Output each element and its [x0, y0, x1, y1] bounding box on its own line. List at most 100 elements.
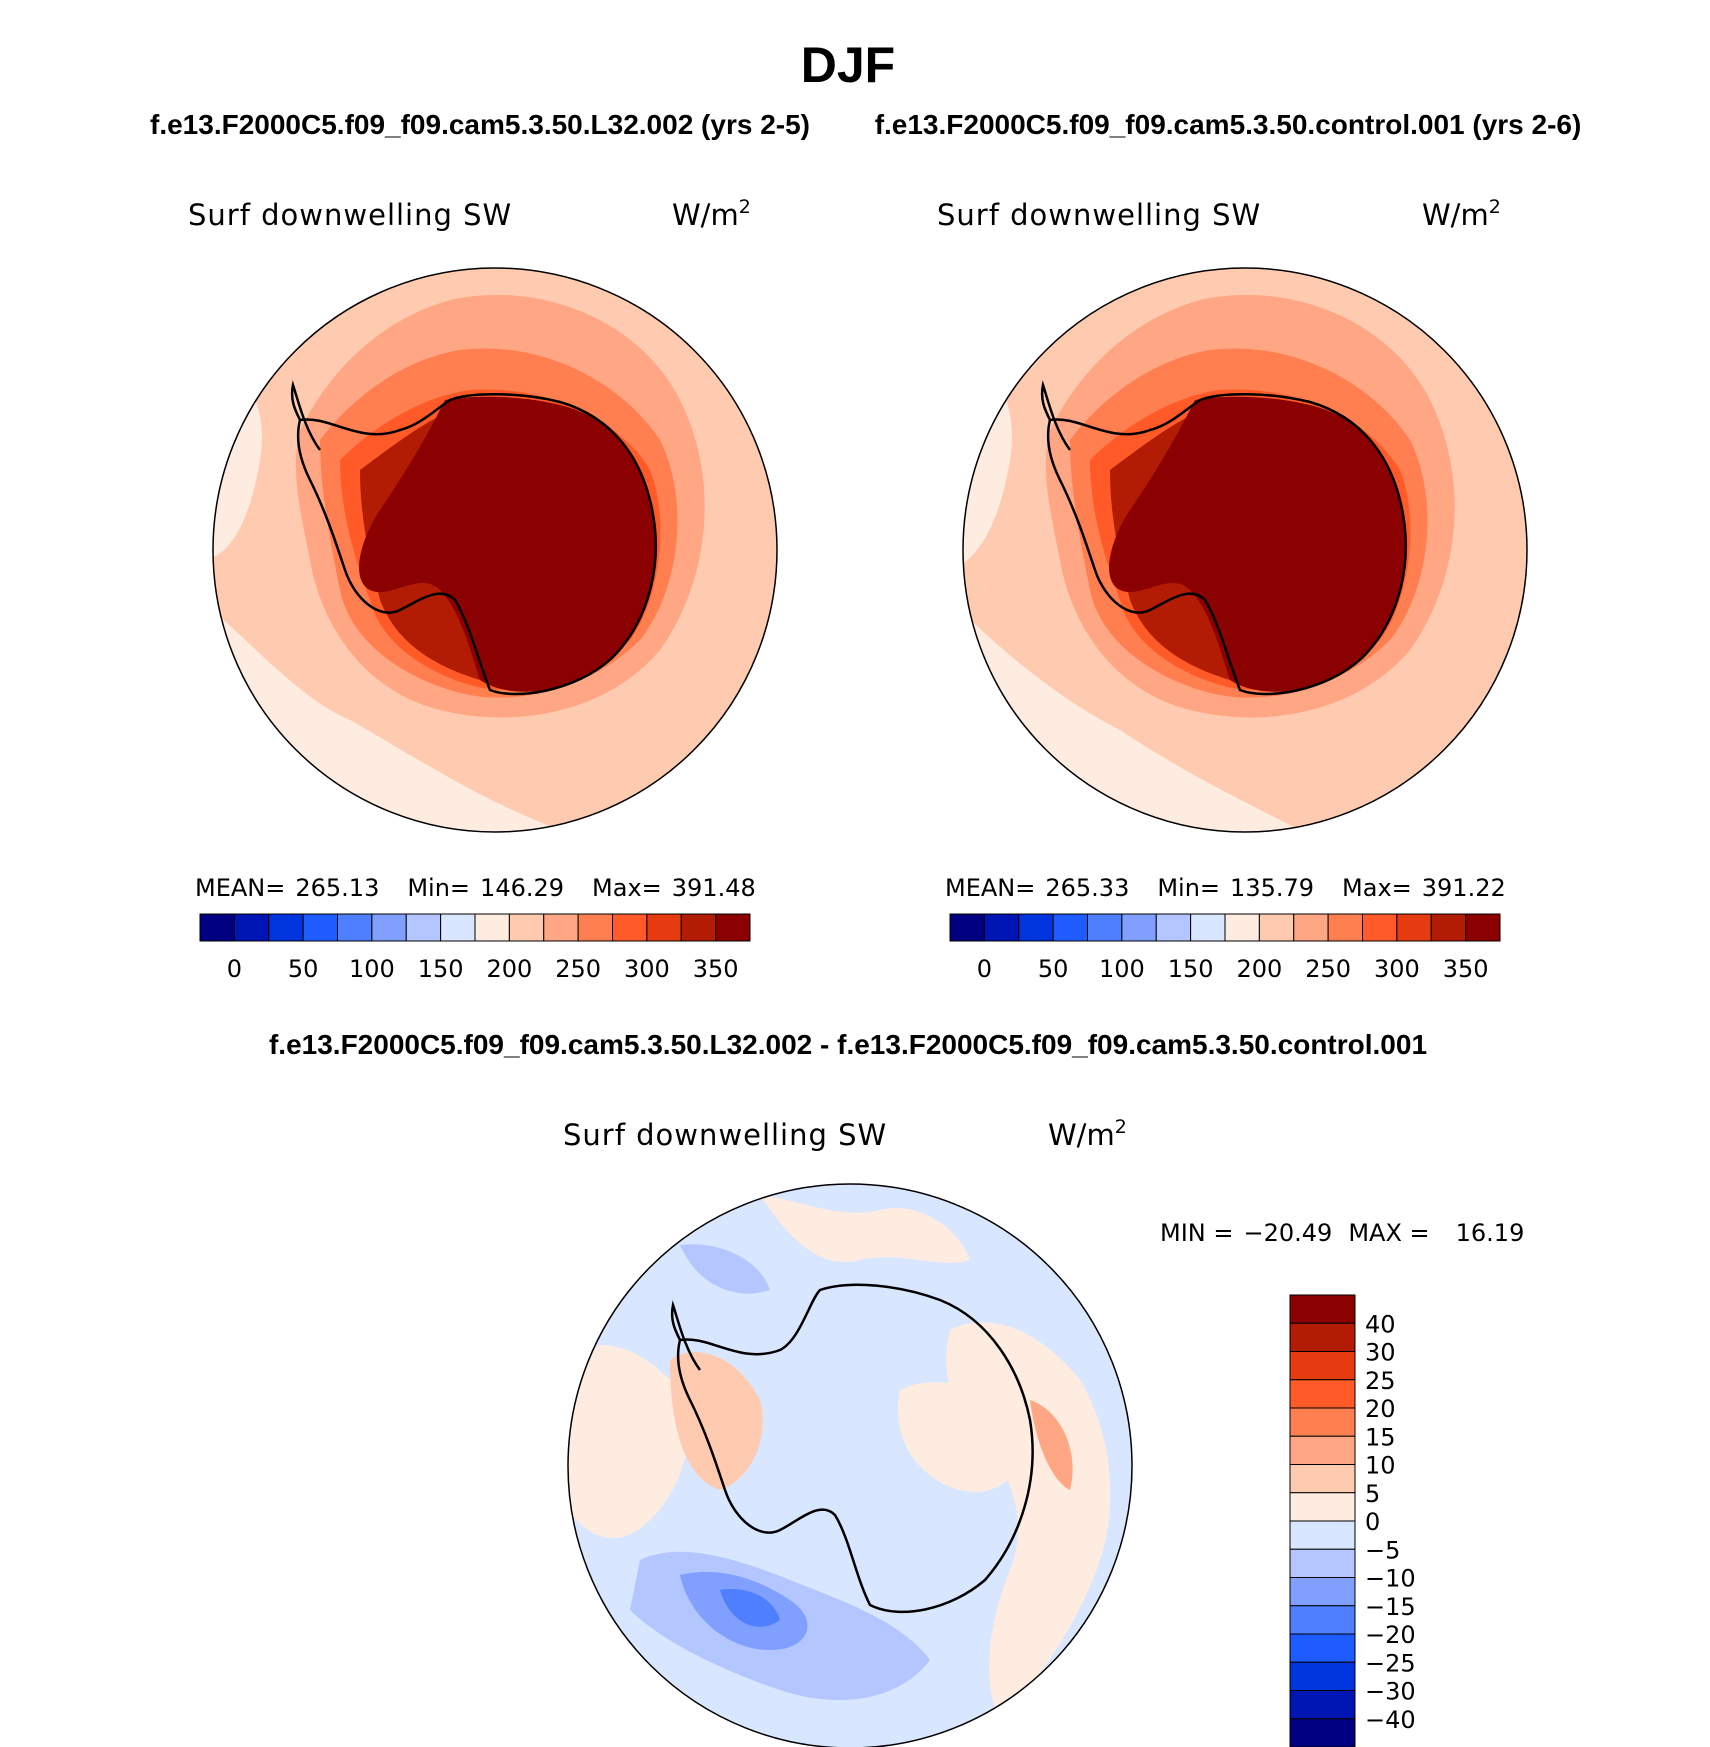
panel-a-colorbar-swatch-6: [405, 913, 442, 942]
panel-b-colorbar-swatch-14: [1430, 913, 1467, 942]
panel-b-colorbar-swatch-15: [1465, 913, 1501, 942]
panel-b-map: [963, 268, 1527, 832]
panel-b-colorbar-swatch-3: [1052, 913, 1088, 942]
panel-c-case-title: f.e13.F2000C5.f09_f09.cam5.3.50.L32.002 …: [269, 1029, 1427, 1060]
panel-b-units-exponent: 2: [1489, 196, 1501, 218]
panel-c-colorbar-swatch-7: [1289, 1492, 1356, 1522]
panel-a-colorbar-swatch-0: [199, 913, 235, 942]
panel-b-max-label: Max=: [1342, 874, 1412, 902]
panel-b-colorbar-swatch-7: [1190, 913, 1226, 942]
panel-a-colorbar-swatch-13: [646, 913, 682, 942]
panel-c-colorbar-swatch-10: [1289, 1577, 1356, 1607]
panel-a-colorbar-swatch-4: [337, 913, 373, 942]
panel-c-colorbar-tick-label: 30: [1365, 1339, 1396, 1367]
panel-a-colorbar-swatch-15: [715, 913, 751, 942]
panel-a-units-exponent: 2: [739, 196, 751, 218]
panel-a-min-value: 146.29: [480, 874, 564, 902]
panel-b-mean-label: MEAN=: [945, 874, 1035, 902]
panel-c-border: [567, 1183, 1133, 1747]
panel-c-peninsula: [670, 1300, 702, 1371]
panel-b-colorbar-tick-label: 250: [1305, 955, 1351, 983]
panel-b-fill-interior: [1109, 396, 1406, 692]
panel-b-peninsula: [1040, 380, 1072, 451]
panel-a-colorbar-swatch-11: [577, 913, 613, 942]
panel-c-colorbar-tick-label: −25: [1365, 1649, 1416, 1677]
panel-c-colorbar-swatch-8: [1289, 1520, 1356, 1550]
panel-a-colorbar-tick-label: 0: [227, 955, 242, 983]
panel-c-colorbar-tick-label: −20: [1365, 1621, 1416, 1649]
panel-b-border: [962, 267, 1528, 833]
panel-c-colorbar-swatch-1: [1289, 1322, 1356, 1352]
panel-a-colorbar-swatch-14: [680, 913, 717, 942]
panel-c-fill-negative-north: [680, 1244, 770, 1294]
panel-b-colorbar-swatch-5: [1121, 913, 1157, 942]
panel-c-colorbar-swatch-14: [1289, 1690, 1356, 1720]
panel-c-colorbar-swatch-3: [1289, 1379, 1356, 1409]
panel-b-variable: Surf downwelling SW: [937, 198, 1261, 232]
panel-c-colorbar-tick-label: 5: [1365, 1480, 1380, 1508]
panel-c-min-value: −20.49: [1243, 1219, 1332, 1247]
panel-c-colorbar-swatch-6: [1289, 1464, 1356, 1494]
panel-b-colorbar-tick-label: 100: [1099, 955, 1145, 983]
panel-c-colorbar-tick-label: −5: [1365, 1536, 1400, 1564]
panel-a-map: [213, 268, 777, 832]
panel-c-colorbar-swatch-4: [1289, 1407, 1356, 1437]
panel-c-fill-positive-peninsula: [670, 1352, 763, 1490]
panel-c-colorbar-tick-label: 25: [1365, 1367, 1396, 1395]
panel-b-colorbar-tick-label: 150: [1168, 955, 1214, 983]
panel-c-colorbar-tick-label: 40: [1365, 1310, 1396, 1338]
panel-c-colorbar-tick-label: −40: [1365, 1706, 1416, 1734]
panel-b-colorbar-swatch-9: [1258, 913, 1295, 942]
panel-a-colorbar-swatch-7: [440, 913, 476, 942]
panel-b-max-value: 391.22: [1422, 874, 1506, 902]
panel-c-colorbar-swatch-13: [1289, 1661, 1356, 1691]
panel-a-colorbar: 0 50 100 150 200 250 300 350: [199, 913, 751, 983]
panel-b-colorbar-swatch-10: [1293, 913, 1329, 942]
panel-c-colorbar-tick-label: 10: [1365, 1452, 1396, 1480]
panel-c-stats: MIN = −20.49 MAX = 16.19: [1160, 1219, 1524, 1247]
panel-b-case-title: f.e13.F2000C5.f09_f09.cam5.3.50.control.…: [875, 109, 1582, 140]
panel-c-units-exponent: 2: [1115, 1116, 1127, 1138]
panel-c-colorbar-tick-label: −30: [1365, 1678, 1416, 1706]
panel-b-mean-value: 265.33: [1045, 874, 1129, 902]
panel-c-colorbar-swatch-5: [1289, 1435, 1356, 1465]
panel-a-min-label: Min=: [407, 874, 470, 902]
panel-a-colorbar-swatch-10: [543, 913, 579, 942]
panel-c-colorbar-swatch-9: [1289, 1548, 1356, 1578]
panel-c-fill-positive-west: [568, 1345, 688, 1538]
panel-b-colorbar-swatch-13: [1396, 913, 1432, 942]
panel-a-units-base: W/m: [672, 198, 739, 232]
panel-a-units: W/m2: [672, 196, 751, 232]
panel-b-colorbar-swatch-6: [1155, 913, 1192, 942]
panel-b-colorbar-tick-label: 50: [1038, 955, 1069, 983]
panel-c-fill-positive-east-strong: [1030, 1400, 1073, 1490]
panel-b-colorbar-tick-label: 200: [1236, 955, 1282, 983]
panel-c-colorbar-swatch-12: [1289, 1633, 1356, 1663]
panel-a-colorbar-tick-label: 200: [486, 955, 532, 983]
panel-a-colorbar-tick-label: 250: [555, 955, 601, 983]
panel-a-mean-label: MEAN=: [195, 874, 285, 902]
panel-c-variable: Surf downwelling SW: [563, 1118, 887, 1152]
panel-a-colorbar-tick-label: 300: [624, 955, 670, 983]
figure-title: DJF: [801, 37, 895, 93]
panel-c-colorbar-tick-label: 15: [1365, 1423, 1396, 1451]
panel-c-units-base: W/m: [1048, 1118, 1115, 1152]
panel-c-max-value: 16.19: [1456, 1219, 1525, 1247]
panel-b-colorbar-swatch-2: [1018, 913, 1054, 942]
panel-b-colorbar: 0 50 100 150 200 250 300 350: [949, 913, 1501, 983]
panel-b-units: W/m2: [1422, 196, 1501, 232]
panel-b-colorbar-swatch-11: [1327, 913, 1363, 942]
panel-a-border: [212, 267, 778, 833]
panel-c-min-label: MIN =: [1160, 1219, 1233, 1247]
panel-a-stats: MEAN= 265.13 Min= 146.29 Max= 391.48: [195, 874, 756, 902]
panel-b-colorbar-swatch-0: [949, 913, 985, 942]
panel-a-colorbar-swatch-12: [612, 913, 648, 942]
panel-a-case-title: f.e13.F2000C5.f09_f09.cam5.3.50.L32.002 …: [150, 109, 810, 140]
panel-c-colorbar-tick-label: 20: [1365, 1395, 1396, 1423]
panel-a-colorbar-tick-label: 50: [288, 955, 319, 983]
panel-b-stats: MEAN= 265.33 Min= 135.79 Max= 391.22: [945, 874, 1506, 902]
panel-c-colorbar-tick-label: −15: [1365, 1593, 1416, 1621]
panel-a-mean-value: 265.13: [295, 874, 379, 902]
